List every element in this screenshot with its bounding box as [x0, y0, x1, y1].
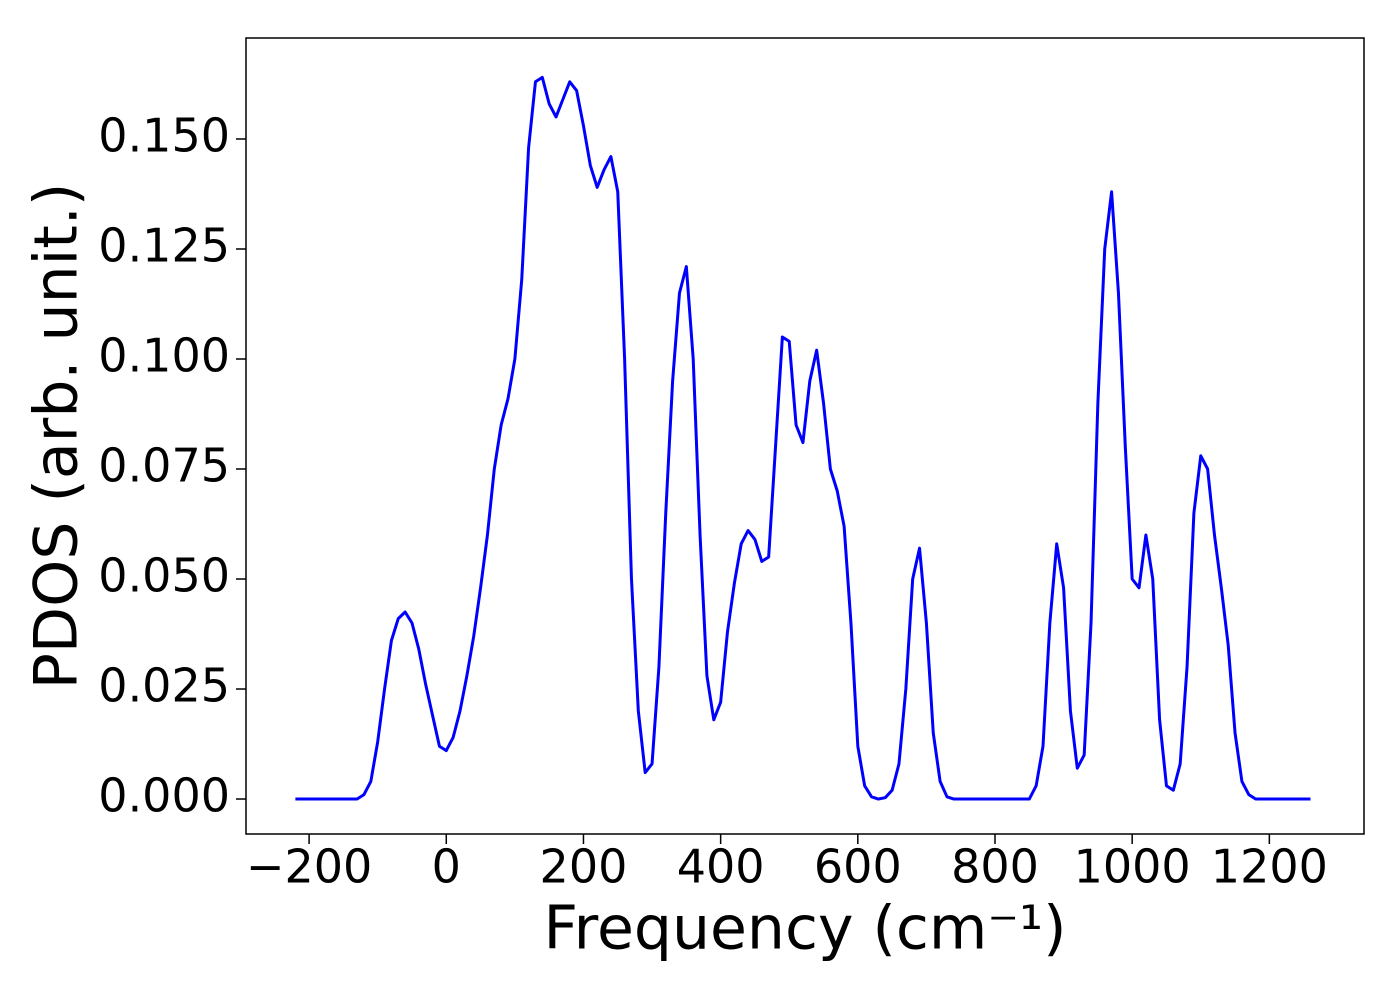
x-tick-label: 600	[814, 840, 902, 894]
x-tick-label: 200	[540, 840, 628, 894]
y-tick-label: 0.100	[98, 328, 230, 382]
x-axis-label: Frequency (cm⁻¹)	[543, 894, 1066, 964]
x-tick-label: 0	[432, 840, 461, 894]
y-tick-label: 0.125	[98, 218, 230, 272]
y-tick-label: 0.000	[98, 769, 230, 823]
y-tick-label: 0.075	[98, 439, 230, 493]
plot-frame	[245, 37, 1365, 835]
y-tick-label: 0.150	[98, 108, 230, 162]
x-tick-label: 1200	[1211, 840, 1328, 894]
y-tick-label: 0.025	[98, 659, 230, 713]
x-tick-label: 1000	[1074, 840, 1191, 894]
y-axis-label: PDOS (arb. unit.)	[22, 183, 92, 690]
y-tick-label: 0.050	[98, 549, 230, 603]
x-tick-label: 400	[677, 840, 765, 894]
x-tick-label: −200	[246, 840, 372, 894]
line	[295, 75, 1311, 801]
x-tick-label: 800	[951, 840, 1039, 894]
